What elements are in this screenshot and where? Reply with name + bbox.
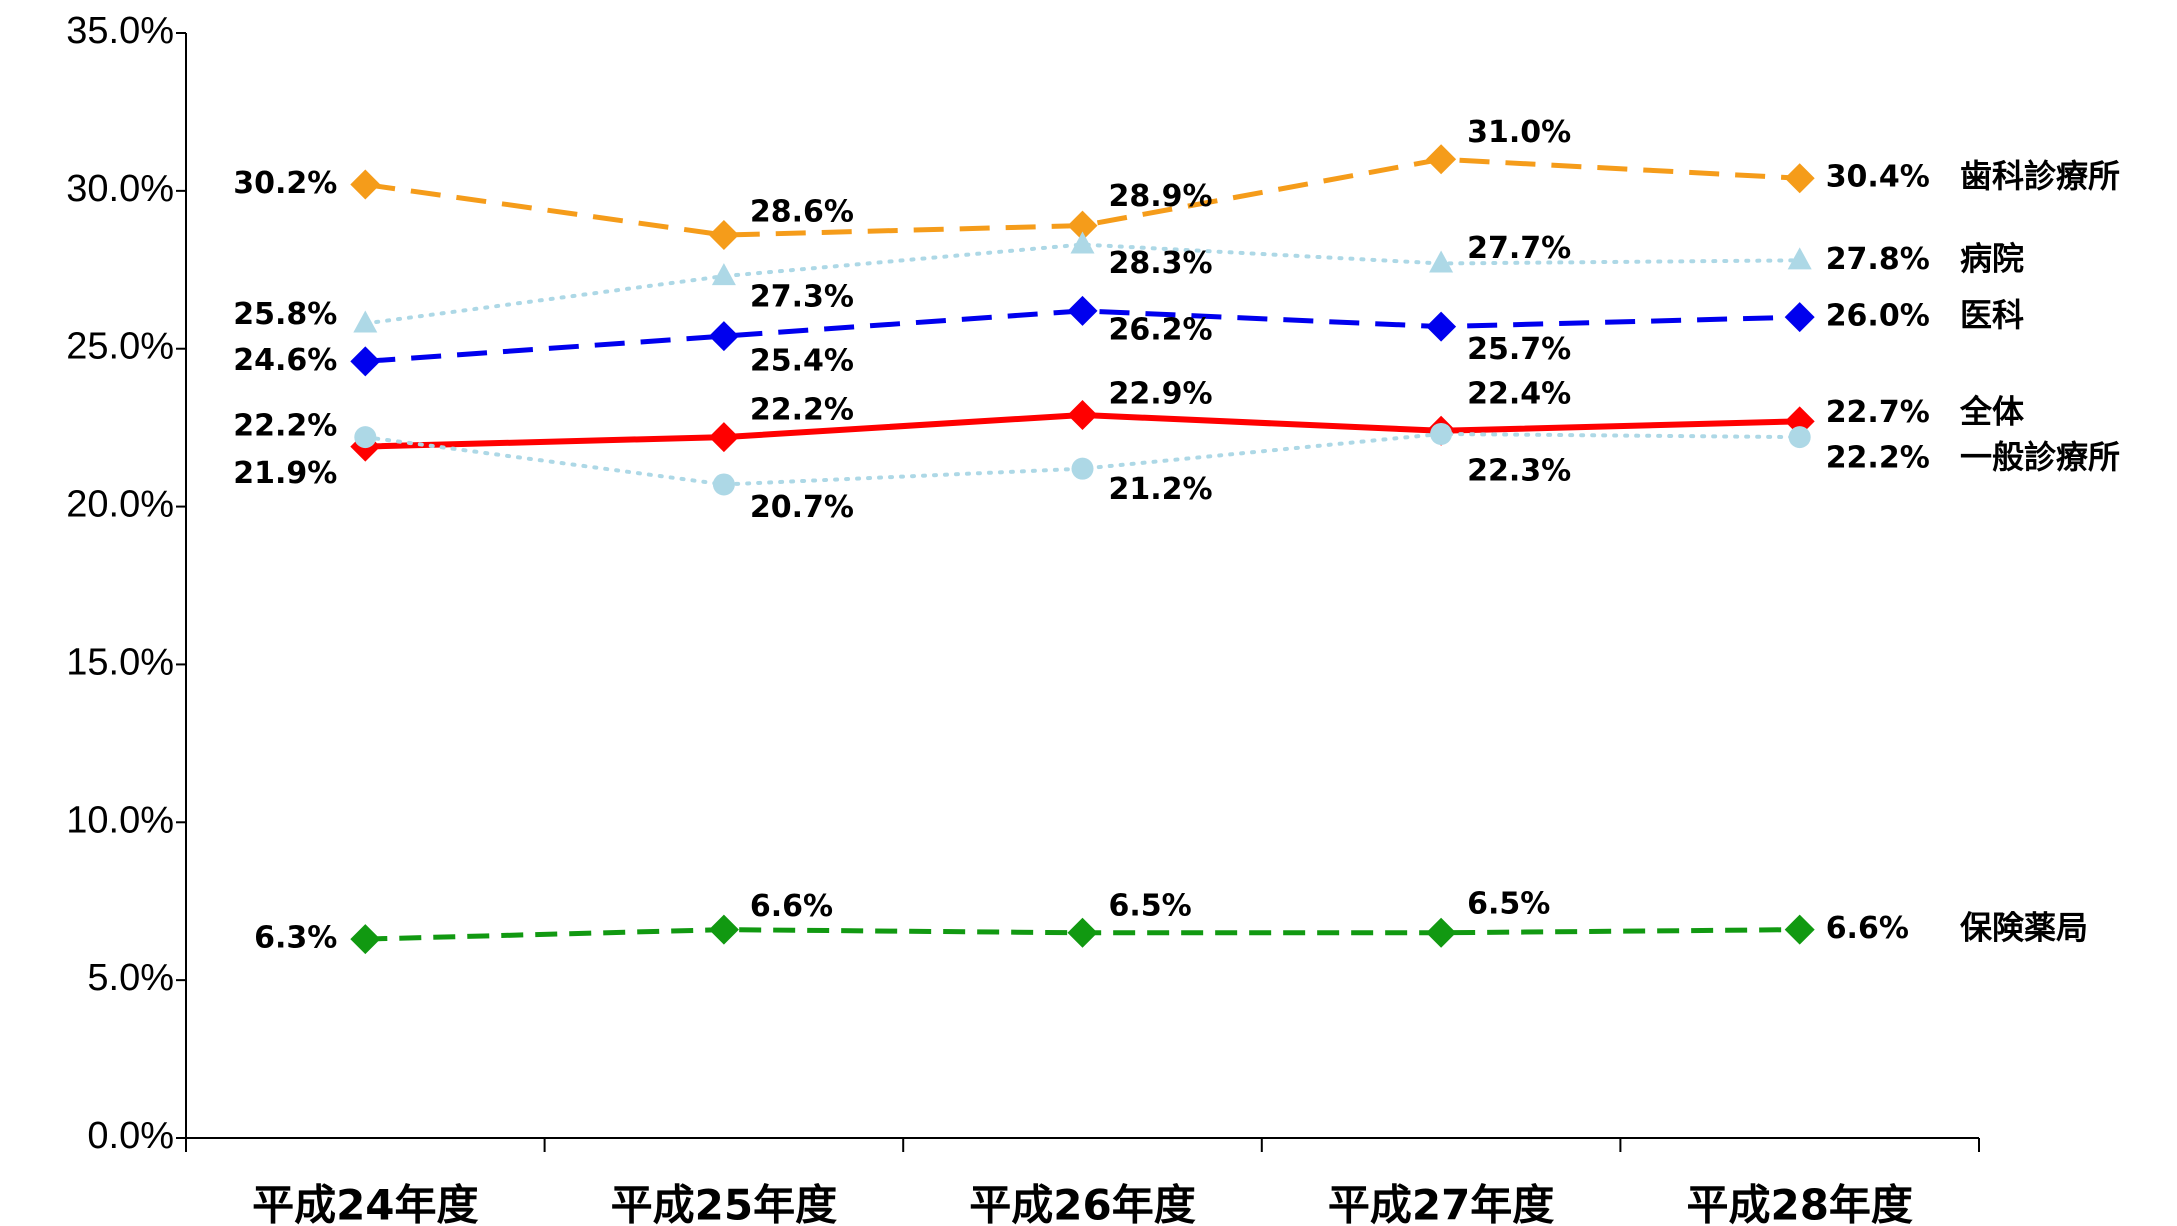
legend-label: 病院: [1960, 239, 2024, 277]
y-tick-label: 15.0%: [66, 641, 174, 683]
y-tick-label: 25.0%: [66, 326, 174, 368]
value-label: 22.9%: [1109, 377, 1213, 412]
marker: [1784, 302, 1815, 333]
value-label: 28.3%: [1109, 246, 1213, 281]
value-label: 6.5%: [1467, 886, 1550, 921]
series-line: [363, 431, 1802, 487]
marker: [350, 924, 381, 955]
value-label: 6.6%: [1826, 911, 1909, 946]
marker: [1426, 311, 1457, 342]
marker: [353, 310, 378, 333]
legend-label: 一般診療所: [1960, 438, 2120, 476]
marker: [1067, 295, 1098, 326]
value-label: 26.2%: [1109, 312, 1213, 347]
value-label: 27.7%: [1467, 231, 1571, 266]
series-line: [363, 242, 1802, 326]
marker: [350, 169, 381, 200]
value-label: 27.8%: [1826, 242, 1930, 277]
value-label: 6.3%: [254, 921, 337, 956]
x-tick-label: 平成28年度: [1686, 1181, 1912, 1226]
marker: [1784, 406, 1815, 437]
marker: [708, 422, 739, 453]
y-tick-label: 0.0%: [87, 1115, 174, 1157]
y-tick-label: 20.0%: [66, 484, 174, 526]
value-label: 30.4%: [1826, 160, 1930, 195]
marker: [1788, 426, 1811, 449]
legend-label: 保険薬局: [1960, 909, 2088, 947]
value-label: 27.3%: [750, 280, 854, 315]
marker: [1430, 422, 1453, 445]
marker: [1426, 144, 1457, 175]
value-label: 22.3%: [1467, 453, 1571, 488]
marker: [1070, 231, 1095, 254]
value-label: 6.5%: [1109, 888, 1192, 923]
y-tick-label: 5.0%: [87, 957, 174, 999]
value-label: 26.0%: [1826, 299, 1930, 334]
legend-label: 歯科診療所: [1960, 157, 2120, 195]
marker: [1784, 914, 1815, 945]
marker: [1067, 400, 1098, 431]
marker: [1784, 163, 1815, 194]
marker: [1426, 917, 1457, 948]
marker: [708, 321, 739, 352]
value-label: 25.8%: [233, 297, 337, 332]
marker: [350, 346, 381, 377]
y-tick-label: 30.0%: [66, 168, 174, 210]
value-label: 22.7%: [1826, 395, 1930, 430]
value-label: 28.9%: [1109, 179, 1213, 214]
value-label: 30.2%: [233, 166, 337, 201]
legend-label: 医科: [1960, 296, 2024, 334]
marker: [1067, 917, 1098, 948]
value-label: 22.2%: [750, 393, 854, 428]
y-tick-label: 10.0%: [66, 799, 174, 841]
x-tick-label: 平成26年度: [969, 1181, 1195, 1226]
legend-label: 全体: [1959, 392, 2024, 430]
y-tick-label: 35.0%: [66, 10, 174, 52]
value-label: 24.6%: [233, 343, 337, 378]
value-label: 25.7%: [1467, 332, 1571, 367]
value-label: 6.6%: [750, 889, 833, 924]
marker: [708, 220, 739, 251]
marker: [1071, 457, 1094, 480]
marker: [1067, 210, 1098, 241]
value-label: 20.7%: [750, 490, 854, 525]
marker: [1787, 247, 1812, 270]
value-label: 21.2%: [1109, 472, 1213, 507]
marker: [1429, 250, 1454, 273]
value-label: 21.9%: [233, 456, 337, 491]
value-label: 22.4%: [1467, 376, 1571, 411]
series-line: [364, 156, 1800, 238]
value-label: 25.4%: [750, 344, 854, 379]
value-label: 28.6%: [750, 195, 854, 230]
marker: [711, 263, 736, 286]
value-label: 31.0%: [1467, 115, 1571, 150]
x-tick-label: 平成25年度: [611, 1181, 837, 1226]
value-label: 22.2%: [233, 409, 337, 444]
x-tick-label: 平成24年度: [252, 1181, 478, 1226]
value-label: 22.2%: [1826, 441, 1930, 476]
marker: [712, 473, 735, 496]
marker: [708, 914, 739, 945]
marker: [354, 426, 377, 449]
x-tick-label: 平成27年度: [1328, 1181, 1554, 1226]
